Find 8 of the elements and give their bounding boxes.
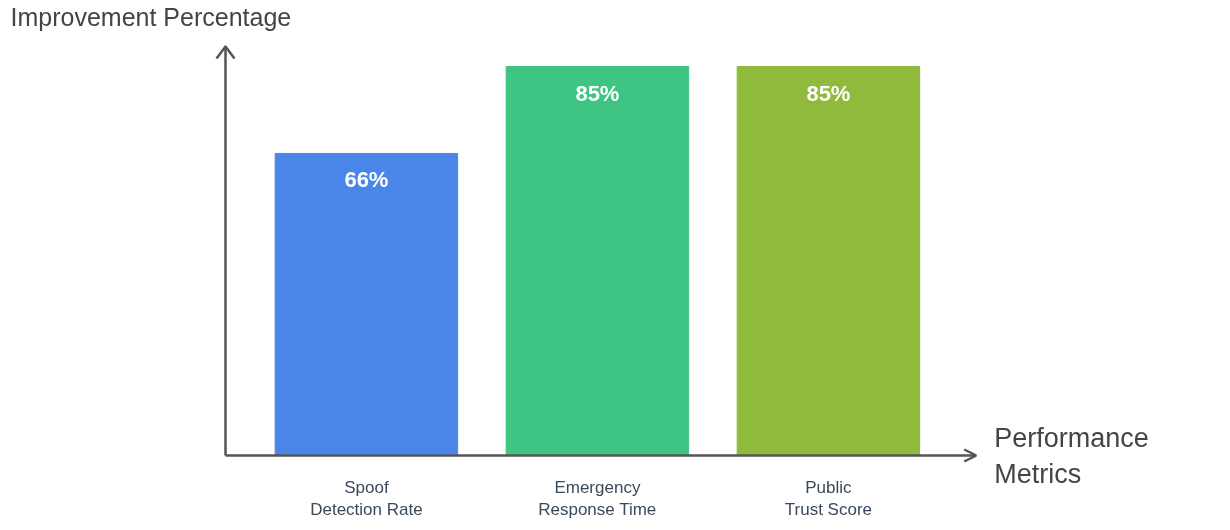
x-tick-label: Spoof Detection Rate: [310, 477, 423, 520]
x-tick-label: Emergency Response Time: [538, 477, 657, 520]
x-tick-label: Public Trust Score: [784, 477, 873, 520]
data-label: 85%: [575, 80, 620, 106]
data-label: 66%: [344, 167, 389, 193]
x-axis-title: Performance Metrics: [994, 422, 1149, 489]
y-axis-title: Improvement Percentage: [10, 2, 292, 31]
data-label: 85%: [806, 80, 851, 106]
